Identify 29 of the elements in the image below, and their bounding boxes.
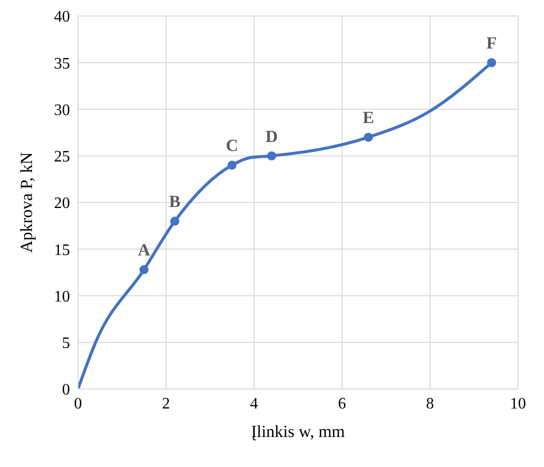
y-axis-title: Apkrova P, kN: [17, 152, 36, 253]
annotation: B: [169, 192, 180, 212]
annotation: F: [486, 34, 497, 53]
y-tick-label: 10: [54, 288, 70, 306]
point: [170, 216, 180, 226]
y-tick-label: 40: [54, 8, 70, 26]
x-tick-label: 4: [250, 395, 258, 412]
x-tick-label: 10: [510, 395, 526, 412]
point: [267, 151, 276, 160]
y-tick-label: 5: [62, 335, 70, 352]
annotation: C: [226, 136, 238, 156]
point: [227, 160, 237, 170]
x-tick-label: 0: [74, 395, 82, 412]
y-tick-label: 30: [54, 102, 70, 119]
y-tick-label: 20: [54, 195, 70, 212]
x-axis-title: Įlinkis w, mm: [251, 422, 345, 441]
annotation: A: [138, 240, 151, 260]
annotation: E: [362, 108, 374, 128]
y-tick-label: 35: [54, 55, 70, 72]
y-tick-label: 0: [62, 382, 70, 399]
y-tick-label: 15: [54, 242, 70, 259]
point: [487, 58, 496, 68]
point: [364, 132, 373, 142]
x-tick-label: 6: [338, 395, 346, 412]
x-tick-label: 2: [162, 395, 170, 412]
point: [139, 265, 149, 274]
annotation: D: [265, 126, 278, 146]
x-tick-label: 8: [426, 395, 434, 412]
y-tick-label: 25: [54, 148, 70, 166]
